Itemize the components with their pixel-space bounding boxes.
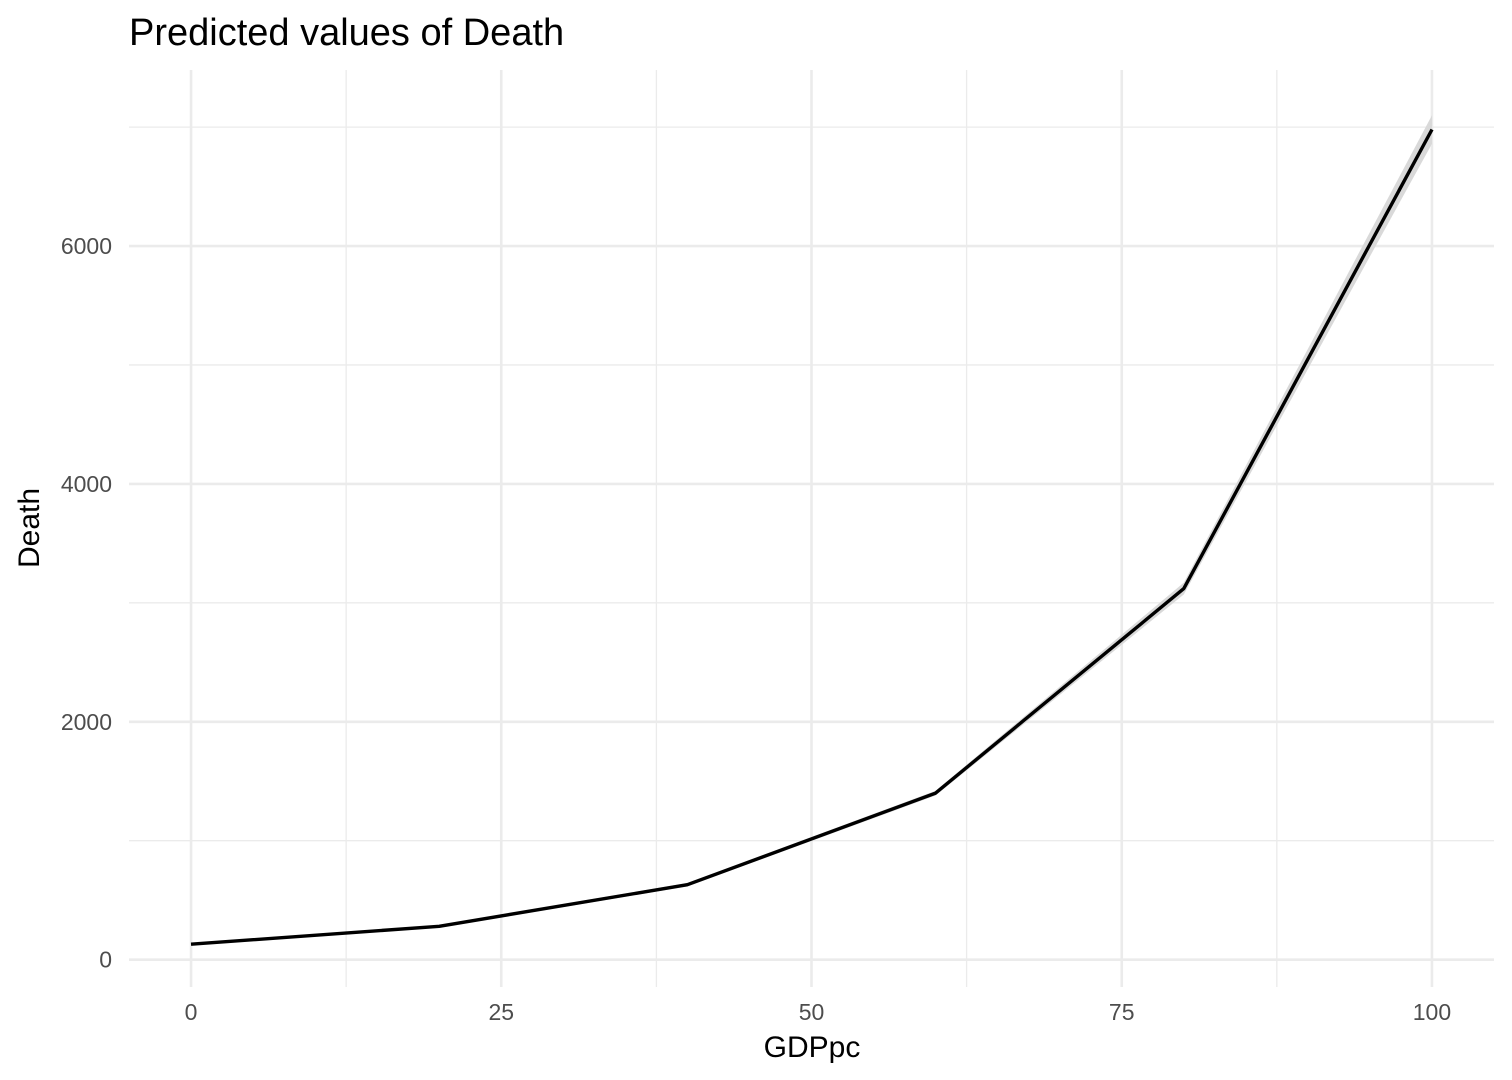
x-tick-label: 0: [185, 999, 198, 1025]
y-axis-tick-labels: 0 2000 4000 6000: [61, 233, 112, 973]
x-axis-tick-labels: 0 25 50 75 100: [185, 999, 1451, 1025]
y-tick-label: 0: [99, 947, 112, 973]
chart-title: Predicted values of Death: [129, 12, 564, 54]
x-tick-label: 75: [1109, 999, 1135, 1025]
y-tick-label: 2000: [61, 709, 112, 735]
major-gridlines: [129, 70, 1494, 987]
y-tick-label: 4000: [61, 471, 112, 497]
y-tick-label: 6000: [61, 233, 112, 259]
x-axis-title: GDPpc: [764, 1031, 861, 1064]
y-axis-title: Death: [13, 488, 46, 568]
series-line: [190, 128, 1434, 946]
x-tick-label: 50: [799, 999, 825, 1025]
x-tick-label: 25: [488, 999, 514, 1025]
x-tick-label: 100: [1413, 999, 1451, 1025]
